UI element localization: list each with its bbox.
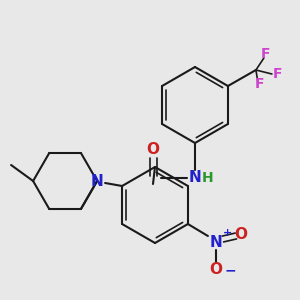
- Text: F: F: [273, 67, 283, 81]
- Text: F: F: [261, 47, 271, 61]
- Text: +: +: [223, 228, 232, 238]
- Text: F: F: [255, 77, 265, 91]
- Text: O: O: [234, 226, 248, 242]
- Text: O: O: [209, 262, 222, 278]
- Text: N: N: [189, 170, 201, 185]
- Text: N: N: [209, 235, 222, 250]
- Text: O: O: [146, 142, 160, 158]
- Text: −: −: [224, 263, 236, 277]
- Text: N: N: [91, 173, 103, 188]
- Text: H: H: [202, 171, 214, 185]
